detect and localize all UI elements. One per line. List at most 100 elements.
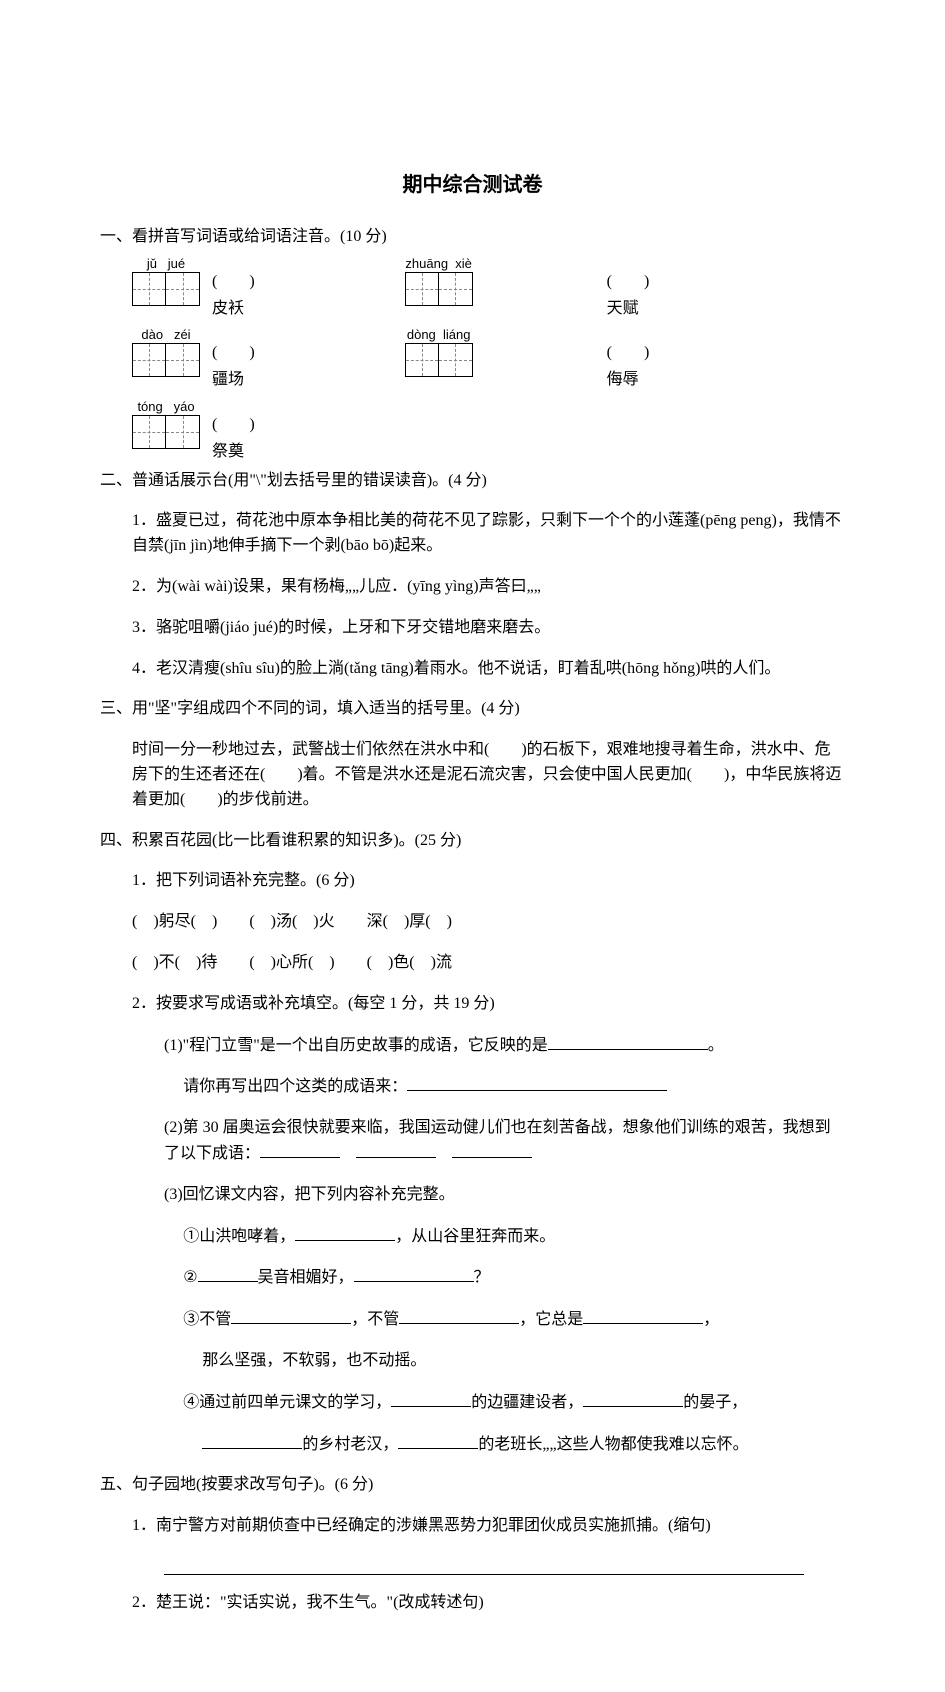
word: 天赋 xyxy=(607,297,650,322)
blank-line xyxy=(354,1265,474,1282)
paren-col: ( ) 祭奠 xyxy=(212,397,255,465)
section-4: 四、积累百花园(比一比看谁积累的知识多)。(25 分) 1．把下列词语补充完整。… xyxy=(100,829,845,1458)
s4-q2-c1: ①山洪咆哮着，，从山谷里狂奔而来。 xyxy=(100,1224,845,1250)
text: ，它总是 xyxy=(519,1311,583,1328)
pinyin-label: dào zéi xyxy=(141,325,190,341)
text: 。 xyxy=(708,1037,724,1054)
tianzi-box xyxy=(132,415,166,449)
word: 侮辱 xyxy=(607,368,650,393)
s4-q1-l2: ( )不( )待 ( )心所( ) ( )色( )流 xyxy=(100,951,845,976)
s4-q2-b: (2)第 30 届奥运会很快就要来临，我国运动健儿们也在刻苦备战，想象他们训练的… xyxy=(100,1116,845,1167)
pinyin-cell: dòng liáng xyxy=(405,325,473,377)
text: ，不管 xyxy=(351,1311,399,1328)
tianzi-box xyxy=(166,272,200,306)
s1-row-1: jǔ jué ( ) 皮袄 zhuāng xyxy=(132,254,845,322)
exam-page: 期中综合测试卷 一、看拼音写词语或给词语注音。(10 分) jǔ jué ( xyxy=(0,0,945,1692)
blank-line xyxy=(198,1265,258,1282)
blank-line xyxy=(391,1390,471,1407)
s4-q2-a2: 请你再写出四个这类的成语来： xyxy=(100,1074,845,1100)
section-1: 一、看拼音写词语或给词语注音。(10 分) jǔ jué ( ) 皮袄 xyxy=(100,225,845,465)
paren: ( ) xyxy=(212,413,255,438)
s5-q2: 2．楚王说："实话实说，我不生气。"(改成转述句) xyxy=(100,1591,845,1616)
section-5: 五、句子园地(按要求改写句子)。(6 分) 1．南宁警方对前期侦查中已经确定的涉… xyxy=(100,1473,845,1616)
pinyin-block: zhuāng xiè ( ) 天赋 xyxy=(405,254,650,322)
text: 的晏子， xyxy=(683,1394,747,1411)
s4-q2-c3: ③不管 ，不管 ，它总是 ， xyxy=(100,1307,845,1333)
section-2: 二、普通话展示台(用"\"划去括号里的错误读音)。(4 分) 1．盛夏已过，荷花… xyxy=(100,469,845,682)
py: dòng xyxy=(407,327,436,342)
pinyin-block: dào zéi ( ) 疆场 xyxy=(132,325,255,393)
text: ③不管 xyxy=(183,1311,231,1328)
py: jué xyxy=(168,256,185,271)
paren-col: ( ) 皮袄 xyxy=(212,254,255,322)
word: 祭奠 xyxy=(212,440,255,465)
s2-q2: 2．为(wài wài)设果，果有杨梅„„儿应．(yīng yìng)声答曰„„ xyxy=(100,575,845,600)
blank-line xyxy=(356,1141,436,1158)
paren: ( ) xyxy=(607,270,650,295)
text: 的乡村老汉， xyxy=(302,1436,398,1453)
pinyin-label: tóng yáo xyxy=(137,397,194,413)
paren-col: ( ) 疆场 xyxy=(212,325,255,393)
pinyin-block: tóng yáo ( ) 祭奠 xyxy=(132,397,255,465)
blank-line xyxy=(398,1432,478,1449)
s4-q2-c: (3)回忆课文内容，把下列内容补充完整。 xyxy=(100,1183,845,1208)
page-title: 期中综合测试卷 xyxy=(100,170,845,201)
py: dào xyxy=(141,327,163,342)
s4-q2-c4: ④通过前四单元课文的学习，的边疆建设者，的晏子， xyxy=(100,1390,845,1416)
py: zhuāng xyxy=(405,256,448,271)
pinyin-label: jǔ jué xyxy=(147,254,185,270)
word: 疆场 xyxy=(212,368,255,393)
text: ， xyxy=(703,1311,719,1328)
pinyin-cell: jǔ jué xyxy=(132,254,200,306)
pinyin-label: dòng liáng xyxy=(407,325,471,341)
s2-q3: 3．骆驼咀嚼(jiáo jué)的时候，上牙和下牙交错地磨来磨去。 xyxy=(100,616,845,641)
s5-q1: 1．南宁警方对前期侦查中已经确定的涉嫌黑恶势力犯罪团伙成员实施抓捕。(缩句) xyxy=(100,1514,845,1539)
blank-line xyxy=(231,1307,351,1324)
text: 请你再写出四个这类的成语来： xyxy=(183,1078,407,1095)
s4-q1-head: 1．把下列词语补充完整。(6 分) xyxy=(100,869,845,894)
s4-q2-c3e: 那么坚强，不软弱，也不动摇。 xyxy=(100,1349,845,1374)
s3-body: 时间一分一秒地过去，武警战士们依然在洪水中和( )的石板下，艰难地搜寻着生命，洪… xyxy=(100,738,845,812)
blank-line xyxy=(202,1432,302,1449)
text: ② xyxy=(183,1269,197,1286)
text: (1)"程门立雪"是一个出自历史故事的成语，它反映的是 xyxy=(164,1037,548,1054)
s3-head: 三、用"坚"字组成四个不同的词，填入适当的括号里。(4 分) xyxy=(100,697,845,722)
paren: ( ) xyxy=(212,341,255,366)
py: tóng xyxy=(137,399,162,414)
tianzi-box xyxy=(439,343,473,377)
paren: ( ) xyxy=(607,341,650,366)
s1-row-2: dào zéi ( ) 疆场 dòng xyxy=(132,325,845,393)
blank-line xyxy=(583,1390,683,1407)
text: ？ xyxy=(474,1269,490,1286)
pinyin-block: jǔ jué ( ) 皮袄 xyxy=(132,254,255,322)
pinyin-cell: dào zéi xyxy=(132,325,200,377)
text: ，从山谷里狂奔而来。 xyxy=(395,1228,555,1245)
tianzi-box xyxy=(405,343,439,377)
blank-line xyxy=(260,1141,340,1158)
text: 吴音相媚好， xyxy=(258,1269,354,1286)
s4-head: 四、积累百花园(比一比看谁积累的知识多)。(25 分) xyxy=(100,829,845,854)
paren: ( ) xyxy=(212,270,255,295)
paren-col: ( ) 侮辱 xyxy=(607,325,650,393)
pinyin-cell: tóng yáo xyxy=(132,397,200,449)
py: xiè xyxy=(455,256,472,271)
blank-line xyxy=(583,1307,703,1324)
s1-row-3: tóng yáo ( ) 祭奠 xyxy=(132,397,845,465)
py: zéi xyxy=(174,327,191,342)
s2-q1: 1．盛夏已过，荷花池中原本争相比美的荷花不见了踪影，只剩下一个个的小莲蓬(pēn… xyxy=(100,509,845,559)
tianzi-box xyxy=(132,272,166,306)
tianzi-grid xyxy=(132,272,200,306)
s4-q2-c2: ② 吴音相媚好， ？ xyxy=(100,1265,845,1291)
tianzi-grid xyxy=(132,343,200,377)
s4-q2-head: 2．按要求写成语或补充填空。(每空 1 分，共 19 分) xyxy=(100,992,845,1017)
s4-q2-a: (1)"程门立雪"是一个出自历史故事的成语，它反映的是 。 xyxy=(100,1033,845,1059)
s1-head: 一、看拼音写词语或给词语注音。(10 分) xyxy=(100,225,845,250)
py: liáng xyxy=(443,327,470,342)
blank-line xyxy=(452,1141,532,1158)
tianzi-box xyxy=(405,272,439,306)
s4-q1-l1: ( )躬尽( ) ( )汤( )火 深( )厚( ) xyxy=(100,910,845,935)
pinyin-block: dòng liáng ( ) 侮辱 xyxy=(405,325,650,393)
s2-head: 二、普通话展示台(用"\"划去括号里的错误读音)。(4 分) xyxy=(100,469,845,494)
text: ④通过前四单元课文的学习， xyxy=(183,1394,391,1411)
section-3: 三、用"坚"字组成四个不同的词，填入适当的括号里。(4 分) 时间一分一秒地过去… xyxy=(100,697,845,812)
